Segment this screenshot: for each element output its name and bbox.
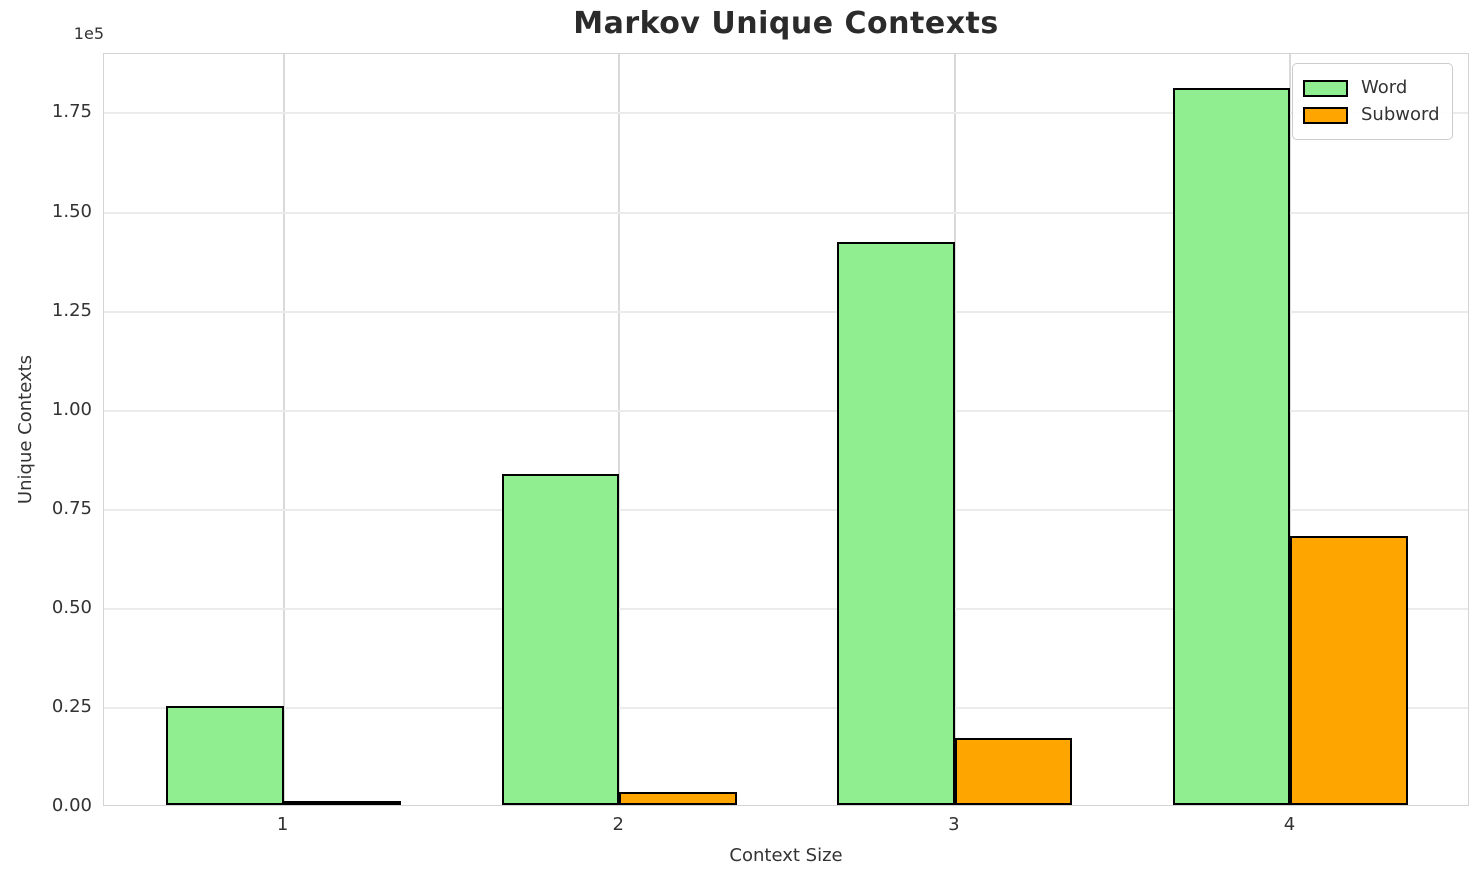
- chart-title: Markov Unique Contexts: [573, 6, 999, 41]
- subword-color-swatch: [1303, 106, 1348, 124]
- x-tick-label: 3: [948, 814, 960, 835]
- bar-subword-2: [619, 792, 737, 805]
- legend-item-subword: Subword: [1303, 103, 1440, 127]
- y-tick-label: 1.00: [51, 398, 92, 420]
- gridline-horizontal: [104, 508, 1468, 511]
- legend-label-subword: Subword: [1361, 104, 1440, 125]
- y-tick-label: 1.50: [51, 200, 92, 222]
- bar-word-4: [1172, 87, 1291, 805]
- gridline-horizontal: [104, 409, 1468, 412]
- x-tick-label: 1: [276, 814, 289, 835]
- gridline-horizontal: [104, 310, 1468, 313]
- gridline-vertical: [618, 54, 621, 805]
- bar-word-2: [501, 474, 620, 805]
- y-tick-label: 0.25: [51, 695, 92, 717]
- legend-label-word: Word: [1361, 77, 1408, 98]
- bar-word-3: [837, 242, 955, 805]
- bar-subword-3: [954, 737, 1073, 805]
- bar-subword-1: [283, 801, 402, 805]
- x-axis-label: Context Size: [729, 845, 843, 866]
- legend: Word Subword: [1292, 63, 1453, 140]
- gridline-vertical: [1289, 54, 1292, 805]
- y-tick-label: 0.00: [51, 795, 92, 816]
- x-tick-label: 4: [1283, 814, 1296, 835]
- plot-area: [103, 53, 1469, 806]
- y-axis-offset-label: 1e5: [73, 24, 104, 43]
- gridline-horizontal: [104, 211, 1468, 214]
- gridline-vertical: [282, 54, 285, 805]
- gridline-horizontal: [104, 112, 1468, 115]
- y-tick-label: 0.75: [51, 497, 92, 519]
- y-tick-label: 0.50: [51, 596, 92, 618]
- gridline-horizontal: [104, 706, 1468, 709]
- y-tick-label: 1.75: [51, 101, 92, 123]
- gridline-horizontal: [104, 607, 1468, 610]
- y-tick-label: 1.25: [51, 299, 92, 321]
- x-tick-label: 2: [612, 814, 624, 835]
- gridline-vertical: [953, 54, 956, 805]
- bar-subword-4: [1290, 535, 1408, 805]
- legend-item-word: Word: [1303, 76, 1440, 100]
- bar-word-1: [166, 705, 284, 805]
- word-color-swatch: [1303, 79, 1348, 97]
